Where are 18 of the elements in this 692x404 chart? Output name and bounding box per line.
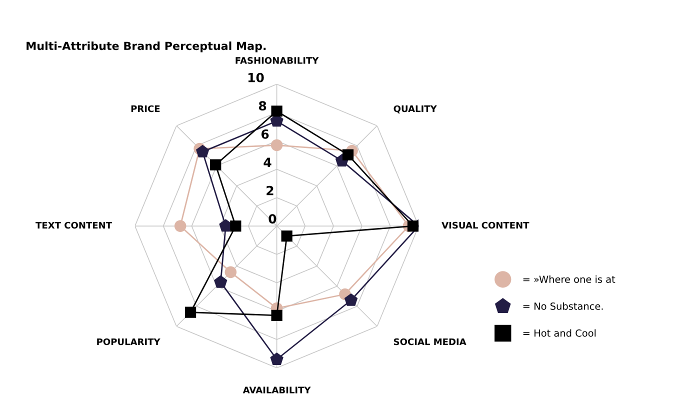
legend-label: = No Substance.	[523, 302, 603, 310]
spoke-label: TEXT CONTENT	[36, 222, 112, 229]
y-tick-label: 10	[248, 72, 264, 82]
y-tick-label: 4	[264, 158, 272, 167]
legend-label: = »Where one is at	[523, 275, 616, 283]
chart-title: Multi-Attribute Brand Perceptual Map.	[26, 41, 266, 52]
legend-label: = Hot and Cool	[523, 329, 596, 337]
spoke-label: QUALITY	[394, 105, 437, 114]
y-tick-label: 8	[258, 101, 266, 111]
y-tick-label: 0	[268, 214, 276, 224]
spoke-label: AVAILABILITY	[242, 386, 311, 394]
spoke-label: VISUAL CONTENT	[442, 222, 530, 229]
y-tick-label: 6	[261, 129, 269, 139]
y-tick-label: 2	[266, 186, 274, 196]
spoke-label: FASHIONABILITY	[236, 57, 319, 64]
spoke-label: SOCIAL MEDIA	[394, 338, 466, 346]
spoke-label: PRICE	[131, 105, 160, 112]
spoke-label: POPULARITY	[97, 338, 160, 346]
